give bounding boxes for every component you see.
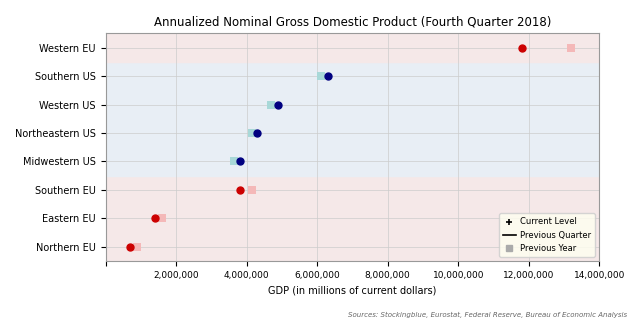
Bar [106,62,599,90]
Bar [106,147,599,176]
Legend: Current Level, Previous Quarter, Previous Year: Current Level, Previous Quarter, Previou… [499,213,595,257]
Point [273,102,284,107]
Point [316,74,326,79]
Point [247,188,257,193]
Bar [106,33,599,62]
Point [247,131,257,136]
Point [125,244,136,250]
Point [252,131,262,136]
Bar [106,119,599,147]
Point [566,45,576,50]
Point [157,216,167,221]
Point [150,216,160,221]
Text: Sources: Stockingblue, Eurostat, Federal Reserve, Bureau of Economic Analysis: Sources: Stockingblue, Eurostat, Federal… [348,312,627,318]
Point [516,45,527,50]
Point [234,188,244,193]
X-axis label: GDP (in millions of current dollars): GDP (in millions of current dollars) [268,285,436,295]
Point [234,159,244,164]
Bar [106,233,599,261]
Point [229,159,239,164]
Bar [106,204,599,233]
Bar [106,90,599,119]
Bar [106,176,599,204]
Point [132,244,143,250]
Point [323,74,333,79]
Title: Annualized Nominal Gross Domestic Product (Fourth Quarter 2018): Annualized Nominal Gross Domestic Produc… [154,15,551,28]
Point [266,102,276,107]
